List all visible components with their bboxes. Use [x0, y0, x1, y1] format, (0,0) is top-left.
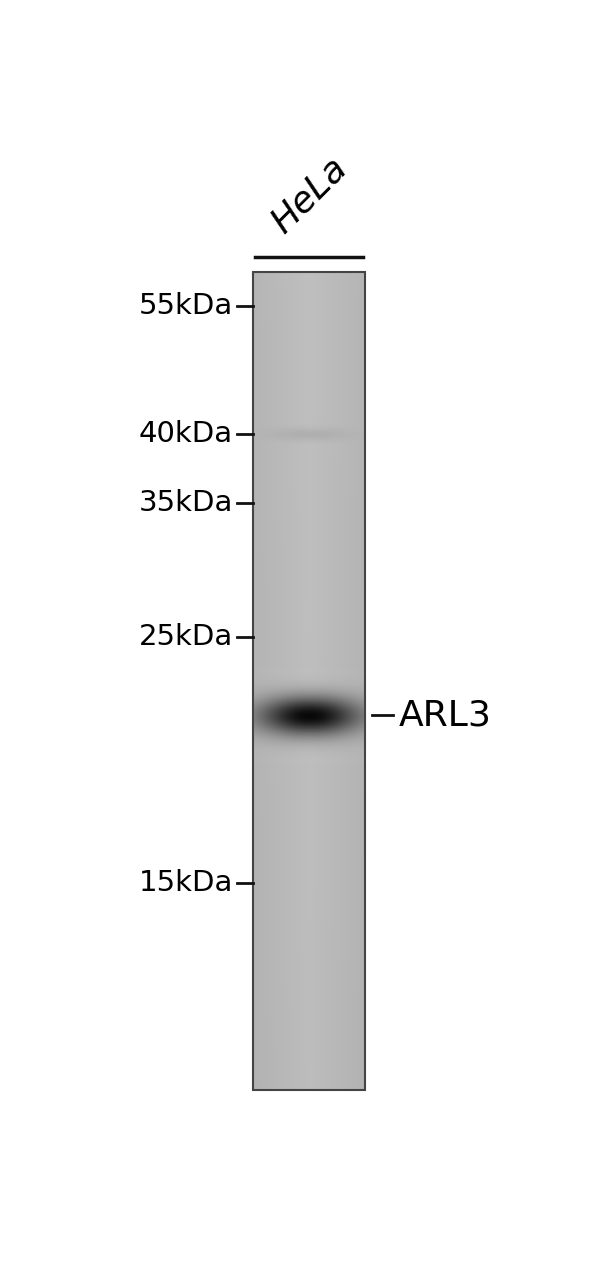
Text: HeLa: HeLa	[265, 151, 353, 239]
Text: 35kDa: 35kDa	[139, 489, 233, 517]
Text: 40kDa: 40kDa	[139, 421, 233, 448]
Text: ARL3: ARL3	[399, 699, 491, 732]
Text: 25kDa: 25kDa	[139, 622, 233, 650]
Text: 15kDa: 15kDa	[139, 869, 233, 897]
Text: 55kDa: 55kDa	[139, 292, 233, 320]
Bar	[253, 271, 365, 1091]
